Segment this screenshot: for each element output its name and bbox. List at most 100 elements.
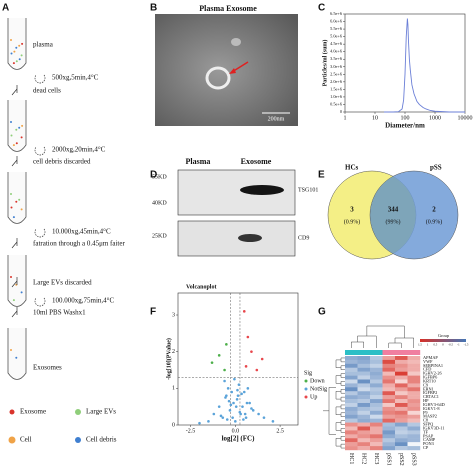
heat-cell	[357, 383, 371, 388]
point	[242, 390, 246, 394]
particle	[20, 136, 23, 139]
dendrogram	[323, 357, 345, 449]
heat-cell	[382, 367, 396, 372]
particle	[10, 349, 12, 351]
row-label: IGFBP6	[423, 375, 438, 380]
heat-cell	[370, 375, 383, 380]
heat-cell	[382, 371, 396, 376]
y-tick-label: 4.0e+6	[330, 49, 343, 54]
heat-cell	[395, 422, 408, 427]
column-label: Exosome	[241, 157, 272, 166]
heat-cell	[357, 399, 371, 404]
point	[244, 365, 248, 368]
step-text: plasma	[33, 41, 54, 49]
group-bar	[395, 350, 408, 355]
y-tick-label: 1.0e+6	[330, 94, 343, 99]
heat-cell	[370, 379, 383, 384]
marker: 25KD	[152, 233, 167, 239]
particle	[20, 54, 23, 57]
point	[225, 418, 229, 421]
point	[260, 357, 264, 361]
particle	[10, 39, 12, 41]
vesicle	[231, 38, 241, 46]
heat-cell	[370, 442, 383, 447]
scale-tick-label: -1.5	[464, 343, 469, 347]
particle	[15, 128, 18, 131]
heat-cell	[370, 430, 383, 435]
heat-cell	[407, 438, 421, 443]
heat-cell	[345, 430, 358, 435]
heat-cell	[407, 446, 421, 451]
protein: TSG101	[298, 187, 318, 193]
particle	[20, 291, 23, 294]
heat-cell	[370, 434, 383, 439]
point	[250, 407, 253, 410]
step-text: 10ml PBS Washx1	[33, 309, 86, 317]
heat-cell	[370, 356, 383, 361]
heat-cell	[382, 356, 396, 361]
point	[242, 310, 246, 313]
heat-cell	[357, 446, 371, 451]
row-label: APMAP	[423, 355, 438, 360]
heat-cell	[357, 414, 371, 419]
heat-cell	[357, 359, 371, 365]
point	[234, 420, 237, 423]
heat-cell	[345, 438, 358, 443]
heat-cell	[382, 426, 396, 431]
point	[240, 392, 243, 396]
heat-cell	[407, 418, 421, 423]
x-tick-label: 10000	[458, 115, 473, 121]
spin-icon	[34, 228, 46, 238]
row-label: C8	[423, 418, 428, 423]
heat-cell	[370, 438, 383, 443]
dendrogram	[351, 325, 414, 348]
point	[229, 403, 233, 407]
point	[242, 418, 245, 421]
x-axis-label: Diameter/nm	[385, 122, 425, 130]
legend-marker	[304, 387, 308, 391]
particle	[18, 198, 21, 201]
group-bar	[407, 350, 421, 355]
heat-cell	[370, 410, 383, 415]
heat-cell	[357, 356, 371, 361]
point	[210, 361, 214, 364]
heat-cell	[370, 383, 383, 388]
particle	[18, 126, 21, 129]
heat-cell	[357, 395, 371, 400]
particle	[21, 124, 24, 127]
spin-icon	[34, 297, 46, 307]
panel-label: B	[150, 3, 157, 14]
particle	[15, 142, 18, 145]
row-label: KRT10	[423, 378, 436, 383]
arrow-head	[229, 68, 236, 74]
row-label: CRTAC1	[423, 394, 439, 399]
point	[262, 416, 266, 419]
group-bar	[370, 350, 383, 355]
heat-cell	[370, 391, 383, 396]
column-label: Plasma	[186, 157, 211, 166]
row-label: TF	[423, 429, 429, 434]
heat-cell	[407, 442, 421, 447]
group-bar	[382, 350, 396, 355]
point	[221, 416, 225, 419]
particle	[10, 206, 13, 209]
row-label: IGFBP2	[423, 390, 437, 395]
legend-dot	[75, 437, 81, 443]
legend-dot	[8, 436, 16, 444]
heat-cell	[345, 414, 358, 419]
heat-cell	[370, 395, 383, 400]
x-tick-label: 2.5	[276, 428, 284, 434]
point	[235, 398, 239, 401]
heat-cell	[370, 399, 383, 404]
heat-cell	[357, 406, 371, 412]
blot	[177, 220, 296, 257]
spin-icon	[34, 74, 46, 84]
heat-cell	[370, 371, 383, 376]
step-text: 100.000xg,75min,4°C	[52, 297, 114, 305]
point	[255, 368, 259, 372]
particle	[10, 193, 12, 195]
heat-cell	[407, 422, 421, 427]
x-tick-label: 0.0	[232, 428, 240, 434]
heat-cell	[357, 387, 371, 392]
point	[198, 421, 201, 425]
